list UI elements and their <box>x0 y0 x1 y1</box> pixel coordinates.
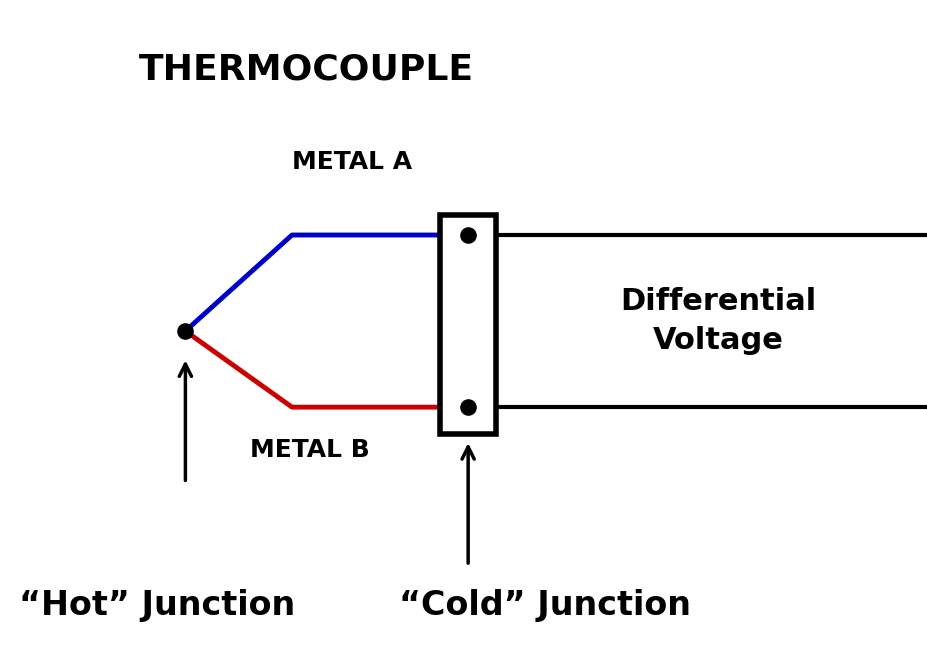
Text: METAL A: METAL A <box>292 150 413 174</box>
Text: THERMOCOUPLE: THERMOCOUPLE <box>139 52 475 87</box>
Point <box>178 326 193 336</box>
Bar <box>440 215 496 434</box>
Text: Differential
Voltage: Differential Voltage <box>620 287 817 355</box>
Text: METAL B: METAL B <box>250 438 370 462</box>
Text: “Cold” Junction: “Cold” Junction <box>399 589 691 622</box>
Point <box>461 402 476 412</box>
Point <box>461 230 476 240</box>
Text: “Hot” Junction: “Hot” Junction <box>19 589 295 622</box>
